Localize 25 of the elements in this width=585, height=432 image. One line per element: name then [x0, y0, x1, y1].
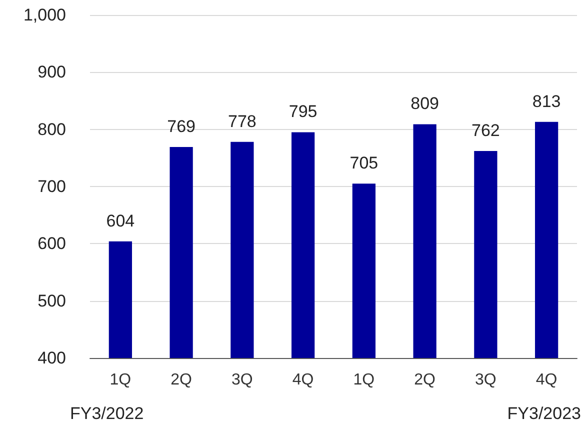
x-tick-label: 1Q	[353, 372, 375, 388]
y-tick-label: 1,000	[23, 6, 66, 24]
y-tick-label: 600	[38, 234, 66, 254]
x-tick-label: 4Q	[536, 372, 558, 388]
x-tick-label: 1Q	[110, 372, 132, 388]
data-label: 705	[350, 154, 378, 173]
x-tick-label: 3Q	[232, 372, 253, 388]
data-label: 778	[228, 112, 256, 131]
x-tick-label: 2Q	[414, 372, 436, 388]
x-tick-label: 2Q	[170, 372, 192, 388]
y-tick-label: 700	[38, 177, 66, 196]
y-tick-label: 400	[38, 348, 66, 368]
y-tick-label: 500	[38, 291, 66, 310]
data-label: 762	[472, 121, 500, 140]
data-label: 813	[532, 92, 561, 111]
y-tick-label: 900	[38, 62, 66, 82]
x-tick-label: 4Q	[292, 372, 314, 388]
data-label: 769	[167, 117, 196, 136]
data-label: 604	[106, 211, 135, 230]
text: FY3/2023	[507, 404, 582, 423]
data-label: 809	[410, 94, 439, 114]
data-label: 795	[288, 102, 318, 122]
y-tick-label: 800	[38, 120, 66, 139]
x-tick-label: 3Q	[475, 372, 496, 388]
text: FY3/2022	[70, 404, 144, 423]
